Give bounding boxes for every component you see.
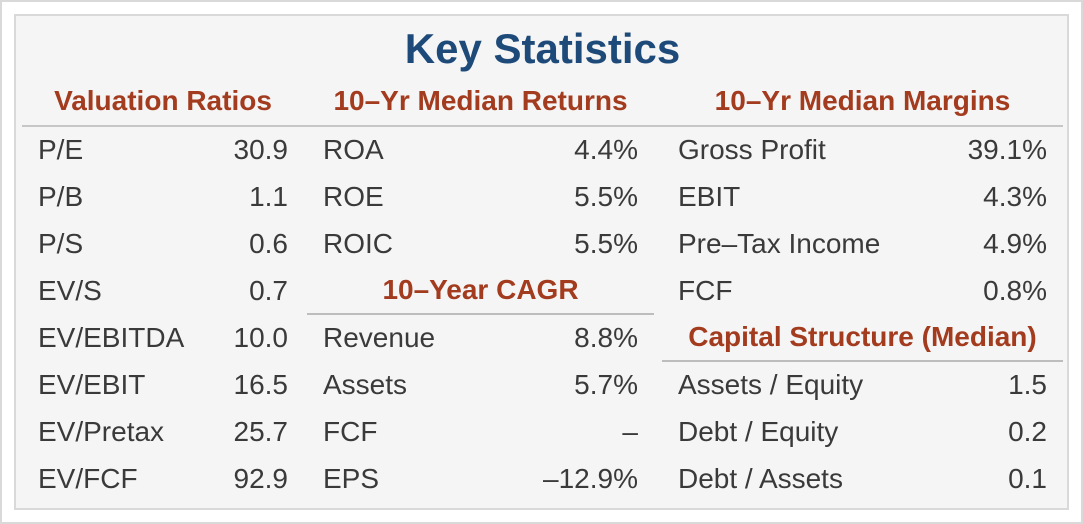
stat-row-pe: P/E 30.9 — [38, 127, 288, 174]
stat-row-roe: ROE 5.5% — [323, 174, 638, 221]
stat-label: EV/FCF — [38, 463, 138, 495]
stat-row-evebit: EV/EBIT 16.5 — [38, 362, 288, 409]
stat-label: EV/EBIT — [38, 369, 146, 401]
stat-label: FCF — [323, 416, 378, 448]
stat-label: ROE — [323, 181, 384, 213]
stat-label: P/S — [38, 228, 84, 260]
stat-row-roic: ROIC 5.5% — [323, 221, 638, 268]
stat-label: Assets — [323, 369, 408, 401]
key-statistics-card: Key Statistics Valuation Ratios 10–Yr Me… — [14, 14, 1069, 510]
stat-row-debt-assets: Debt / Assets 0.1 — [678, 456, 1047, 503]
stat-label: EV/Pretax — [38, 416, 165, 448]
stat-value: 92.9 — [233, 463, 289, 495]
stat-row-fcf-cagr: FCF – — [323, 409, 638, 456]
stat-label: Revenue — [323, 322, 436, 354]
card-title: Key Statistics — [404, 25, 681, 72]
stat-value: 1.1 — [249, 181, 288, 213]
stat-value: 10.0 — [233, 322, 289, 354]
section-header-valuation-ratios: Valuation Ratios — [54, 84, 272, 116]
stat-row-gross-profit: Gross Profit 39.1% — [678, 127, 1047, 174]
stat-row-evebitda: EV/EBITDA 10.0 — [38, 315, 288, 362]
stat-label: Gross Profit — [678, 134, 826, 166]
stat-label: Assets / Equity — [678, 369, 864, 401]
stat-value: 8.8% — [574, 322, 638, 354]
stat-row-evfcf: EV/FCF 92.9 — [38, 456, 288, 503]
stat-value: 0.2 — [1008, 416, 1047, 448]
section-header-median-margins: 10–Yr Median Margins — [714, 84, 1011, 116]
stat-row-evpretax: EV/Pretax 25.7 — [38, 409, 288, 456]
stat-row-revenue-cagr: Revenue 8.8% — [323, 315, 638, 362]
section-header-10-year-cagr: 10–Year CAGR — [307, 268, 654, 315]
stat-row-fcf-margin: FCF 0.8% — [678, 268, 1047, 315]
stat-value: 16.5 — [233, 369, 289, 401]
stat-row-eps-cagr: EPS –12.9% — [323, 456, 638, 503]
stat-value: 25.7 — [233, 416, 289, 448]
stat-label: EV/S — [38, 275, 102, 307]
stat-value: 0.7 — [249, 275, 288, 307]
header-divider — [22, 124, 1063, 127]
stat-value: 4.9% — [983, 228, 1047, 260]
stat-value: 0.8% — [983, 275, 1047, 307]
stat-label: Debt / Assets — [678, 463, 843, 495]
stat-row-debt-equity: Debt / Equity 0.2 — [678, 409, 1047, 456]
stat-row-evs: EV/S 0.7 — [38, 268, 288, 315]
stat-label: FCF — [678, 275, 733, 307]
stat-value: 4.4% — [574, 134, 638, 166]
section-header-median-returns: 10–Yr Median Returns — [333, 84, 628, 116]
section-header-capital-structure: Capital Structure (Median) — [662, 315, 1063, 362]
stat-label: EBIT — [678, 181, 741, 213]
stat-label: Pre–Tax Income — [678, 228, 881, 260]
stat-row-pretax-income: Pre–Tax Income 4.9% — [678, 221, 1047, 268]
stat-row-ps: P/S 0.6 — [38, 221, 288, 268]
stat-row-ebit-margin: EBIT 4.3% — [678, 174, 1047, 221]
stat-value: 0.6 — [249, 228, 288, 260]
stat-label: EV/EBITDA — [38, 322, 185, 354]
stat-value: 0.1 — [1008, 463, 1047, 495]
stat-value: 39.1% — [967, 134, 1047, 166]
statistics-grid: Valuation Ratios 10–Yr Median Returns 10… — [22, 77, 1063, 503]
stat-row-roa: ROA 4.4% — [323, 127, 638, 174]
stat-value: 4.3% — [983, 181, 1047, 213]
stat-row-pb: P/B 1.1 — [38, 174, 288, 221]
stat-value: 30.9 — [233, 134, 289, 166]
stat-label: ROIC — [323, 228, 393, 260]
stat-value: 5.5% — [574, 181, 638, 213]
stat-label: P/E — [38, 134, 84, 166]
stat-value: –12.9% — [543, 463, 638, 495]
stat-value: 5.7% — [574, 369, 638, 401]
stat-label: ROA — [323, 134, 384, 166]
stat-label: EPS — [323, 463, 380, 495]
stat-label: Debt / Equity — [678, 416, 839, 448]
stat-label: P/B — [38, 181, 84, 213]
stat-row-assets-equity: Assets / Equity 1.5 — [678, 362, 1047, 409]
stat-value: 5.5% — [574, 228, 638, 260]
stat-value: 1.5 — [1008, 369, 1047, 401]
stat-value: – — [622, 416, 638, 448]
stat-row-assets-cagr: Assets 5.7% — [323, 362, 638, 409]
